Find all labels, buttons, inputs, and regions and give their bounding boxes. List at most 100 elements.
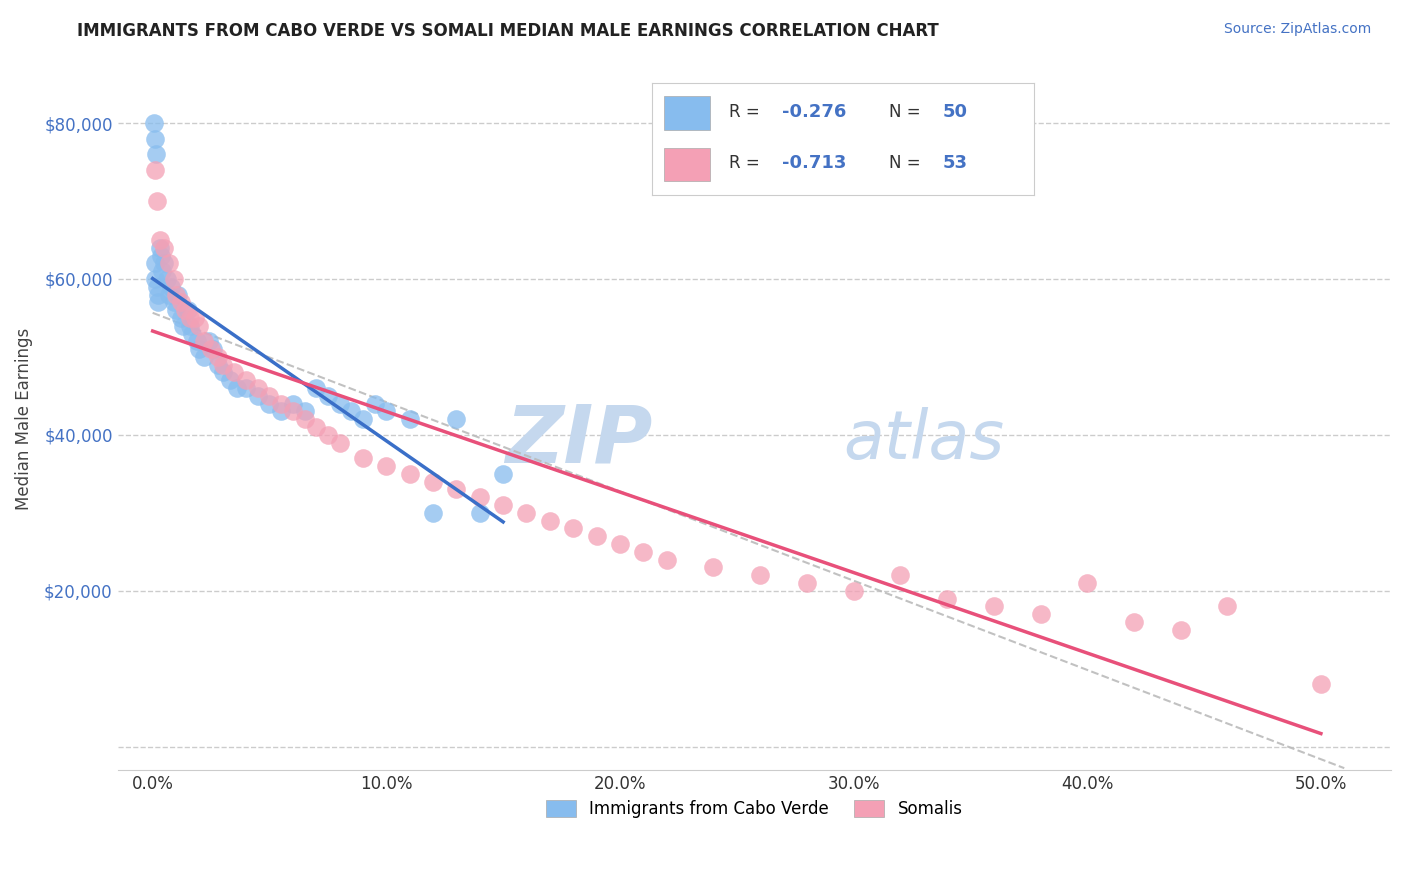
Point: [246, 381, 269, 395]
Point: [235, 373, 257, 387]
Point: [211, 366, 233, 380]
Point: [281, 397, 304, 411]
Text: IMMIGRANTS FROM CABO VERDE VS SOMALI MEDIAN MALE EARNINGS CORRELATION CHART: IMMIGRANTS FROM CABO VERDE VS SOMALI MED…: [77, 22, 939, 40]
Point: [585, 529, 607, 543]
Point: [153, 241, 176, 255]
Point: [200, 342, 222, 356]
Point: [188, 318, 211, 333]
Point: [146, 287, 169, 301]
Point: [1170, 623, 1192, 637]
Point: [446, 483, 468, 497]
Point: [422, 475, 444, 489]
Point: [468, 506, 491, 520]
Point: [165, 303, 187, 318]
Point: [225, 381, 247, 395]
Point: [146, 194, 169, 208]
Point: [211, 358, 233, 372]
Point: [172, 318, 194, 333]
Point: [149, 249, 172, 263]
Point: [316, 427, 339, 442]
Point: [398, 467, 420, 481]
Point: [270, 397, 292, 411]
Text: atlas: atlas: [844, 408, 1004, 474]
Point: [1123, 615, 1146, 629]
Point: [142, 116, 165, 130]
Point: [749, 568, 772, 582]
Point: [202, 342, 225, 356]
Point: [188, 342, 211, 356]
Point: [655, 552, 678, 566]
Point: [294, 404, 316, 418]
Point: [889, 568, 911, 582]
Point: [170, 310, 193, 325]
Point: [1309, 677, 1331, 691]
Point: [143, 256, 166, 270]
Point: [259, 389, 281, 403]
Point: [1076, 576, 1098, 591]
Point: [197, 334, 219, 349]
Point: [149, 233, 172, 247]
Point: [936, 591, 959, 606]
Point: [375, 404, 398, 418]
Point: [702, 560, 724, 574]
Point: [179, 318, 201, 333]
Point: [352, 451, 374, 466]
Point: [446, 412, 468, 426]
Point: [468, 490, 491, 504]
Point: [149, 241, 172, 255]
Point: [294, 412, 316, 426]
Point: [163, 272, 186, 286]
Point: [1029, 607, 1052, 621]
Text: ZIP: ZIP: [505, 401, 652, 479]
Point: [492, 467, 515, 481]
Point: [1216, 599, 1239, 614]
Point: [157, 256, 180, 270]
Point: [422, 506, 444, 520]
Point: [174, 303, 197, 318]
Point: [270, 404, 292, 418]
Point: [796, 576, 818, 591]
Point: [281, 404, 304, 418]
Point: [305, 381, 328, 395]
Point: [363, 397, 385, 411]
Point: [193, 334, 215, 349]
Point: [176, 303, 198, 318]
Point: [329, 435, 352, 450]
Point: [538, 514, 561, 528]
Point: [186, 334, 208, 349]
Point: [207, 350, 229, 364]
Point: [170, 295, 193, 310]
Point: [181, 326, 204, 341]
Point: [153, 256, 176, 270]
Point: [842, 583, 865, 598]
Point: [193, 350, 215, 364]
Point: [515, 506, 537, 520]
Point: [207, 358, 229, 372]
Point: [163, 295, 186, 310]
Point: [150, 264, 173, 278]
Point: [246, 389, 269, 403]
Point: [148, 295, 170, 310]
Point: [145, 147, 167, 161]
Point: [179, 310, 201, 325]
Point: [165, 287, 187, 301]
Point: [633, 545, 655, 559]
Text: Source: ZipAtlas.com: Source: ZipAtlas.com: [1223, 22, 1371, 37]
Point: [375, 458, 398, 473]
Point: [340, 404, 363, 418]
Point: [352, 412, 374, 426]
Point: [609, 537, 631, 551]
Point: [145, 272, 167, 286]
Point: [562, 521, 585, 535]
Point: [398, 412, 420, 426]
Legend: Immigrants from Cabo Verde, Somalis: Immigrants from Cabo Verde, Somalis: [540, 793, 969, 825]
Point: [492, 498, 515, 512]
Point: [143, 131, 166, 145]
Point: [218, 373, 240, 387]
Point: [983, 599, 1005, 614]
Point: [183, 310, 205, 325]
Point: [143, 162, 166, 177]
Point: [157, 287, 180, 301]
Point: [146, 279, 169, 293]
Point: [224, 366, 246, 380]
